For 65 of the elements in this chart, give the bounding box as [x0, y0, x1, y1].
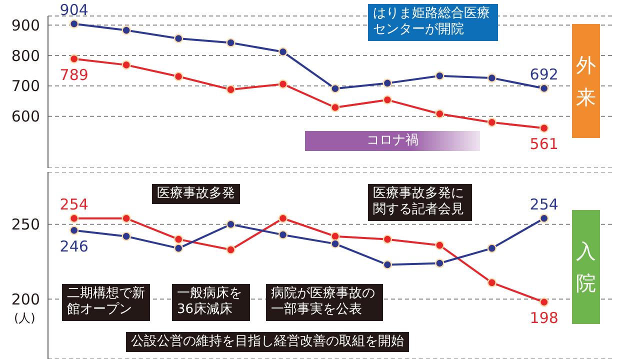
point [487, 278, 496, 288]
point [382, 260, 392, 270]
point [70, 19, 79, 29]
point [487, 73, 496, 83]
y-axis-title: (人) [14, 310, 36, 327]
point [540, 124, 549, 133]
point [435, 258, 444, 268]
label-box: 病院が医療事故の一部事実を公表 [266, 284, 383, 320]
point [382, 234, 392, 244]
point [122, 26, 131, 35]
y-tick-label: 250 [11, 216, 40, 234]
data-label: 254 [60, 195, 88, 214]
point [330, 239, 340, 248]
point [174, 72, 184, 82]
point [487, 244, 496, 253]
label-box: はりま姫路総合医療センターが開院 [368, 4, 498, 40]
point [382, 95, 392, 105]
y-tick-label: 800 [11, 46, 40, 65]
point [174, 234, 184, 244]
point [70, 214, 79, 223]
label-box: コロナ禍 [305, 131, 480, 152]
point [487, 118, 496, 127]
point [435, 71, 444, 80]
point [174, 244, 184, 253]
data-label: 904 [60, 0, 88, 19]
point [226, 38, 236, 48]
data-label: 246 [60, 237, 88, 256]
y-tick-label: 700 [11, 77, 40, 96]
point [540, 298, 549, 307]
point [278, 47, 288, 56]
point [226, 84, 236, 94]
data-label: 254 [530, 195, 558, 214]
point [278, 214, 288, 223]
label-box: 公設公営の維持を目指し経営改善の取組を開始 [126, 332, 409, 352]
point [70, 226, 79, 235]
point [540, 84, 549, 93]
label-box: 二期構想で新館オープン [62, 284, 150, 320]
point [330, 102, 340, 112]
label-box: 外来 [572, 24, 600, 138]
point [226, 220, 236, 229]
data-label: 692 [530, 65, 558, 84]
point [122, 60, 131, 70]
y-tick-label: 900 [11, 16, 40, 34]
point [174, 34, 184, 44]
point [435, 240, 444, 250]
label-box: 入院 [572, 210, 600, 324]
point [540, 214, 549, 223]
label-box: 医療事故多発に関する記者会見 [368, 184, 472, 220]
point [122, 232, 131, 241]
y-tick-label: 200 [11, 290, 40, 308]
point [226, 245, 236, 254]
data-label: 561 [530, 135, 558, 154]
label-box: 一般病床を36床減床 [172, 284, 250, 320]
point [330, 84, 340, 94]
data-label: 198 [530, 309, 558, 328]
point [122, 214, 131, 223]
y-tick-label: 600 [11, 108, 40, 126]
point [382, 78, 392, 88]
point [70, 54, 79, 64]
data-label: 789 [60, 66, 88, 84]
point [278, 230, 288, 240]
point [330, 232, 340, 241]
label-box: 医療事故多発 [152, 184, 240, 204]
point [278, 79, 288, 89]
point [435, 109, 444, 118]
